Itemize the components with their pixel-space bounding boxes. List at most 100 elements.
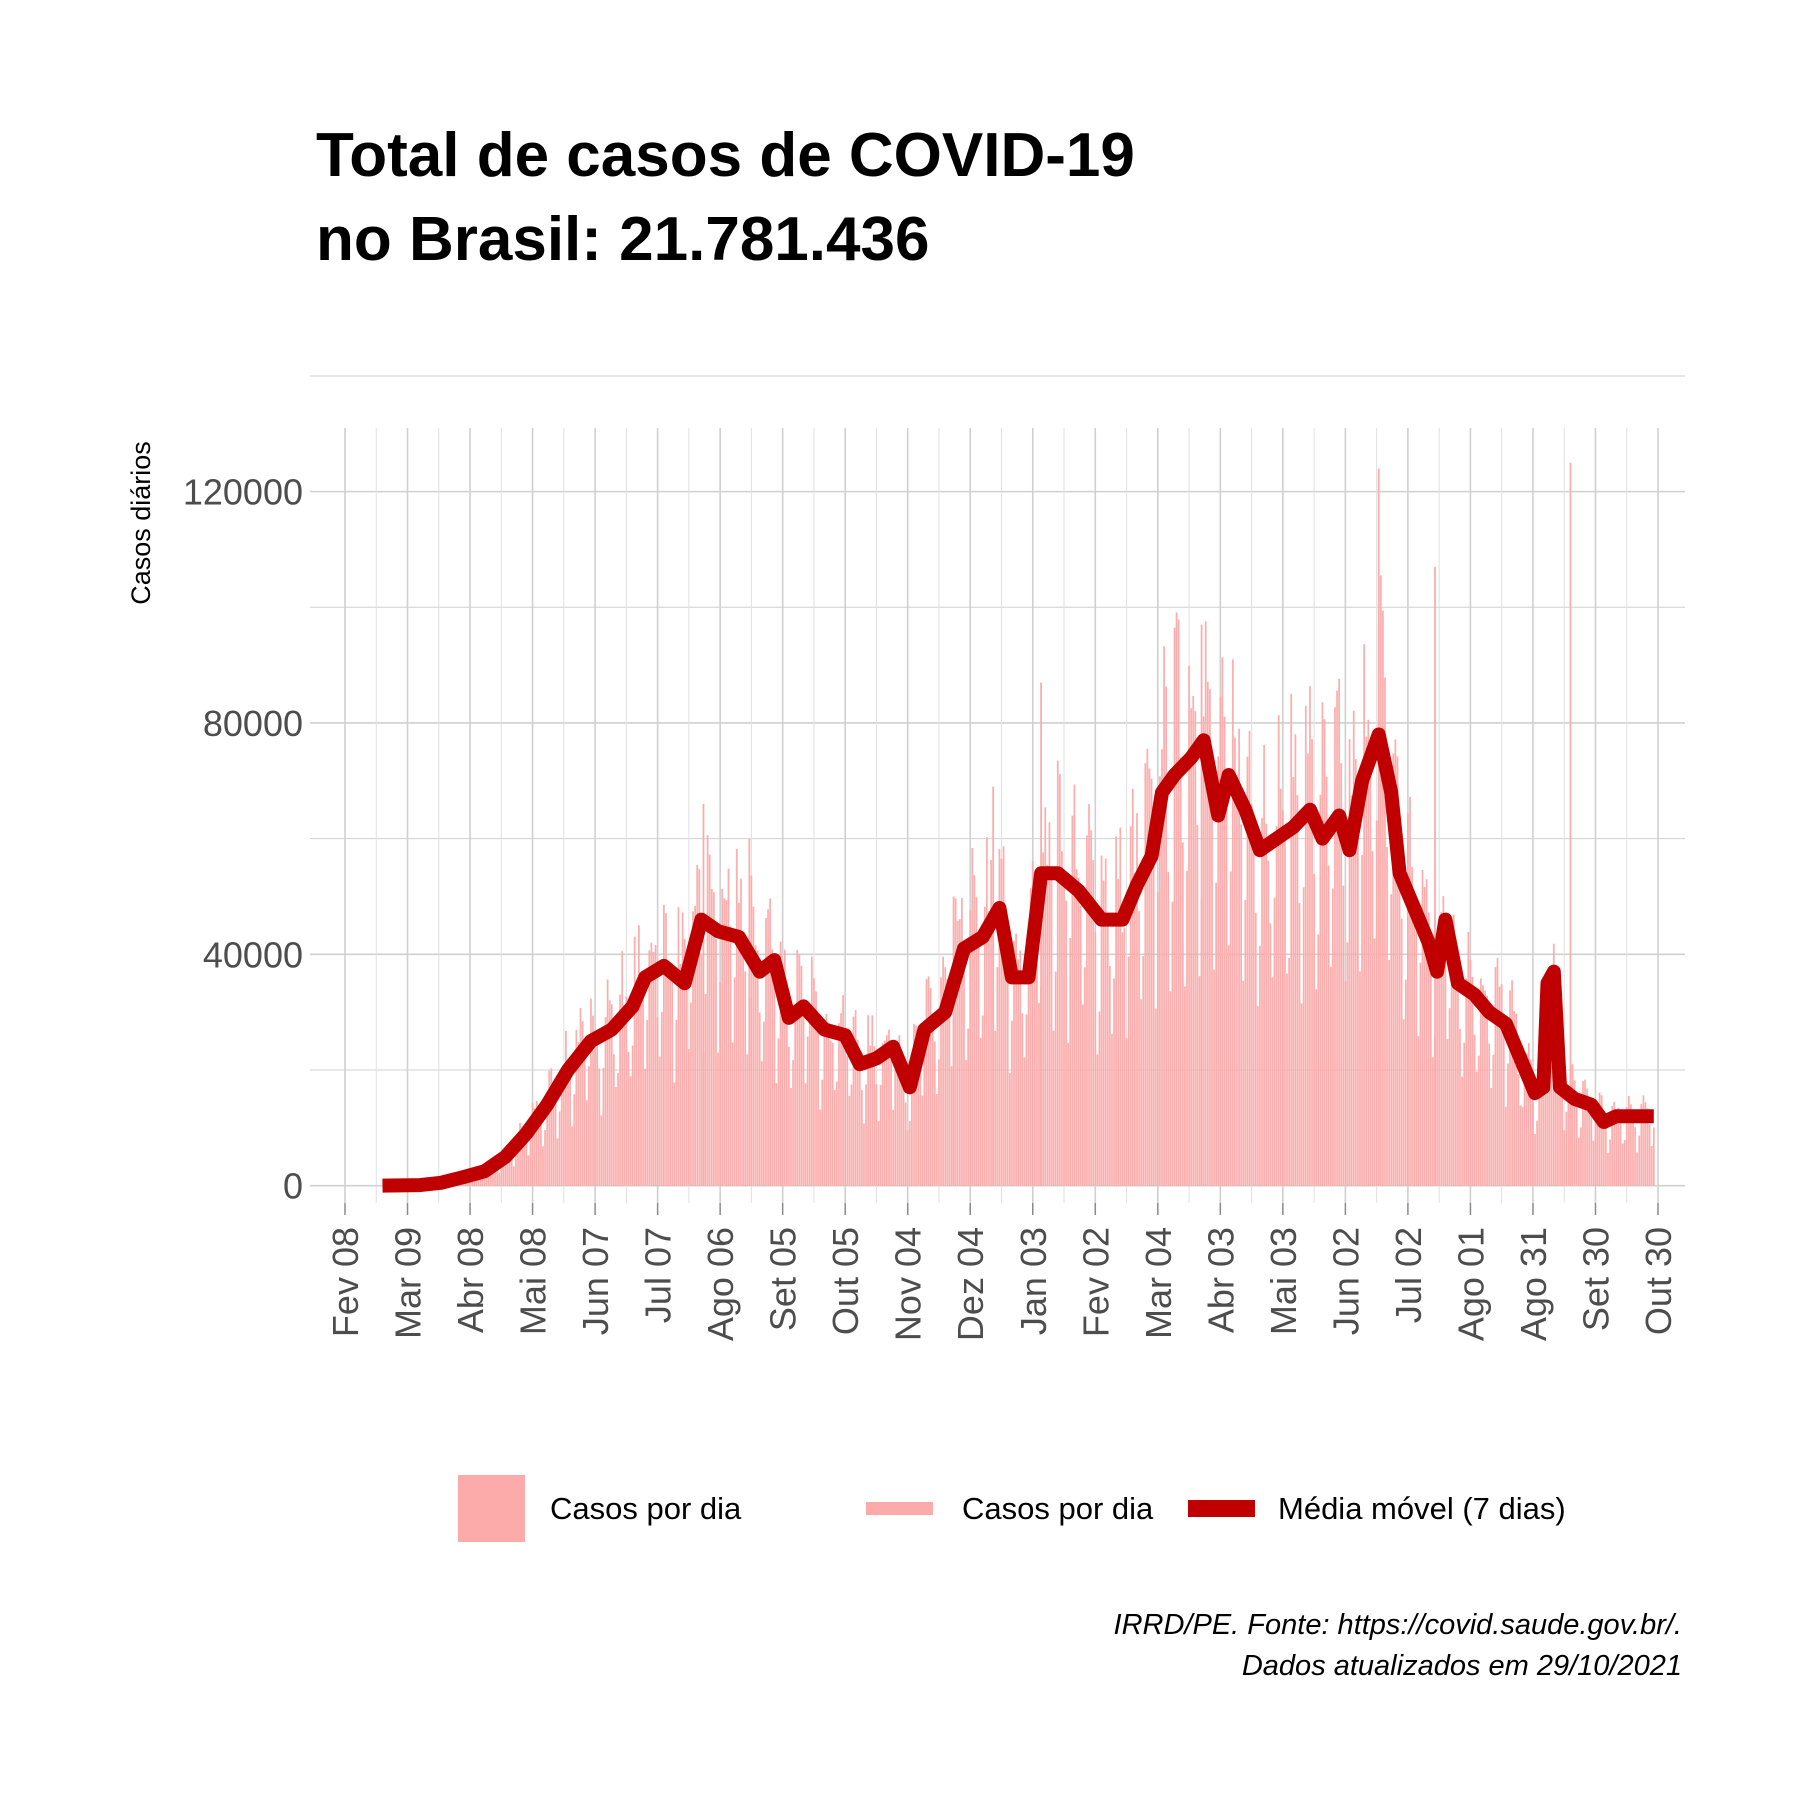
- daily-bar: [1296, 795, 1299, 1186]
- daily-bar: [1175, 612, 1178, 1186]
- daily-bar: [1573, 1080, 1576, 1186]
- daily-bar: [662, 904, 665, 1186]
- daily-bar: [760, 1061, 763, 1186]
- daily-bar: [752, 906, 755, 1186]
- daily-bar: [1023, 1057, 1026, 1186]
- x-tick-label: Mar 09: [388, 1227, 429, 1339]
- daily-bar: [1561, 1095, 1564, 1186]
- daily-bar: [577, 1042, 580, 1186]
- daily-bar: [996, 967, 999, 1186]
- daily-bar: [758, 1012, 761, 1186]
- daily-bar: [1538, 1069, 1541, 1186]
- daily-bar: [500, 1167, 503, 1186]
- daily-bar: [940, 977, 942, 1186]
- daily-bar: [1284, 829, 1286, 1186]
- daily-bar: [936, 1094, 938, 1186]
- daily-bar: [627, 1051, 630, 1186]
- daily-bar: [1509, 990, 1511, 1186]
- daily-bar: [890, 1059, 892, 1186]
- daily-bar: [1515, 1013, 1518, 1186]
- daily-bar: [788, 1046, 790, 1186]
- daily-bar: [496, 1166, 499, 1186]
- daily-bar: [1525, 1053, 1528, 1186]
- daily-bar: [1344, 981, 1347, 1186]
- daily-bar: [512, 1166, 515, 1186]
- daily-bar: [1292, 777, 1295, 1186]
- daily-bar: [1534, 1134, 1536, 1186]
- daily-bar: [1646, 1108, 1649, 1186]
- daily-bar: [777, 1038, 780, 1186]
- daily-bar: [794, 1004, 797, 1186]
- daily-bar: [1342, 885, 1345, 1186]
- daily-bar: [969, 910, 972, 1186]
- daily-bar: [1467, 931, 1470, 1186]
- daily-bar: [637, 925, 640, 1186]
- daily-bar: [1052, 1030, 1055, 1186]
- daily-bar: [510, 1152, 513, 1186]
- daily-bar: [1338, 678, 1341, 1186]
- daily-bar: [950, 1066, 953, 1186]
- daily-bar: [1015, 933, 1017, 1186]
- daily-bar: [1484, 990, 1486, 1186]
- daily-bar: [1648, 1124, 1651, 1186]
- daily-bar: [581, 1021, 584, 1186]
- daily-bar: [585, 1100, 588, 1186]
- daily-bar: [1294, 734, 1297, 1186]
- daily-bar: [1131, 788, 1134, 1186]
- daily-bar: [1563, 1130, 1566, 1186]
- daily-bar: [1100, 855, 1103, 1186]
- daily-bar: [1454, 958, 1457, 1186]
- daily-bar: [1127, 956, 1130, 1186]
- daily-bar: [1409, 796, 1411, 1186]
- daily-bar: [1088, 804, 1090, 1186]
- daily-bar: [1575, 1104, 1578, 1186]
- daily-bar: [660, 1011, 663, 1186]
- daily-bar: [1332, 888, 1334, 1186]
- daily-bar: [1465, 978, 1468, 1186]
- daily-bar: [565, 1030, 567, 1186]
- daily-bar: [650, 942, 653, 1186]
- daily-bar: [1213, 969, 1215, 1186]
- daily-bar: [1502, 1030, 1505, 1186]
- daily-bar: [1354, 759, 1357, 1186]
- daily-bar: [1357, 809, 1359, 1186]
- daily-bar: [600, 1115, 603, 1186]
- daily-bar: [525, 1138, 528, 1186]
- daily-bar: [573, 1094, 576, 1186]
- daily-bar: [1031, 861, 1034, 1186]
- daily-bar: [1625, 1107, 1628, 1186]
- daily-bar: [1321, 702, 1324, 1186]
- daily-bar: [1632, 1113, 1634, 1186]
- daily-bar: [1061, 851, 1063, 1186]
- daily-bar: [1419, 962, 1422, 1186]
- x-tick-label: Mai 08: [513, 1227, 554, 1335]
- daily-bar: [1081, 1004, 1084, 1186]
- daily-bar: [1644, 1102, 1647, 1186]
- daily-bar: [927, 976, 930, 1186]
- daily-bar: [1202, 716, 1205, 1186]
- daily-bar: [971, 848, 974, 1186]
- daily-bar: [671, 970, 674, 1186]
- daily-bar: [1227, 945, 1230, 1186]
- daily-bar: [998, 848, 1001, 1186]
- daily-bar: [658, 1056, 661, 1186]
- daily-bar: [933, 1041, 936, 1186]
- daily-bar: [994, 1030, 997, 1186]
- daily-bar: [852, 1016, 855, 1186]
- daily-bar: [973, 875, 976, 1186]
- daily-bar: [1138, 911, 1140, 1186]
- daily-bar: [562, 1066, 565, 1186]
- daily-bar: [792, 1060, 794, 1186]
- daily-bar: [775, 1083, 778, 1186]
- daily-bar: [781, 966, 784, 1186]
- daily-bar: [700, 953, 703, 1186]
- daily-bar: [956, 920, 959, 1186]
- x-tick-label: Set 05: [763, 1227, 804, 1331]
- moving-average-path: [382, 727, 1654, 1193]
- daily-bar: [1594, 1121, 1597, 1186]
- daily-bar: [1256, 1006, 1259, 1186]
- daily-bar: [1209, 689, 1211, 1186]
- legend: Casos por dia Casos por dia Média móvel …: [458, 1475, 1566, 1542]
- daily-bar: [1290, 693, 1293, 1186]
- daily-bar: [1315, 989, 1318, 1186]
